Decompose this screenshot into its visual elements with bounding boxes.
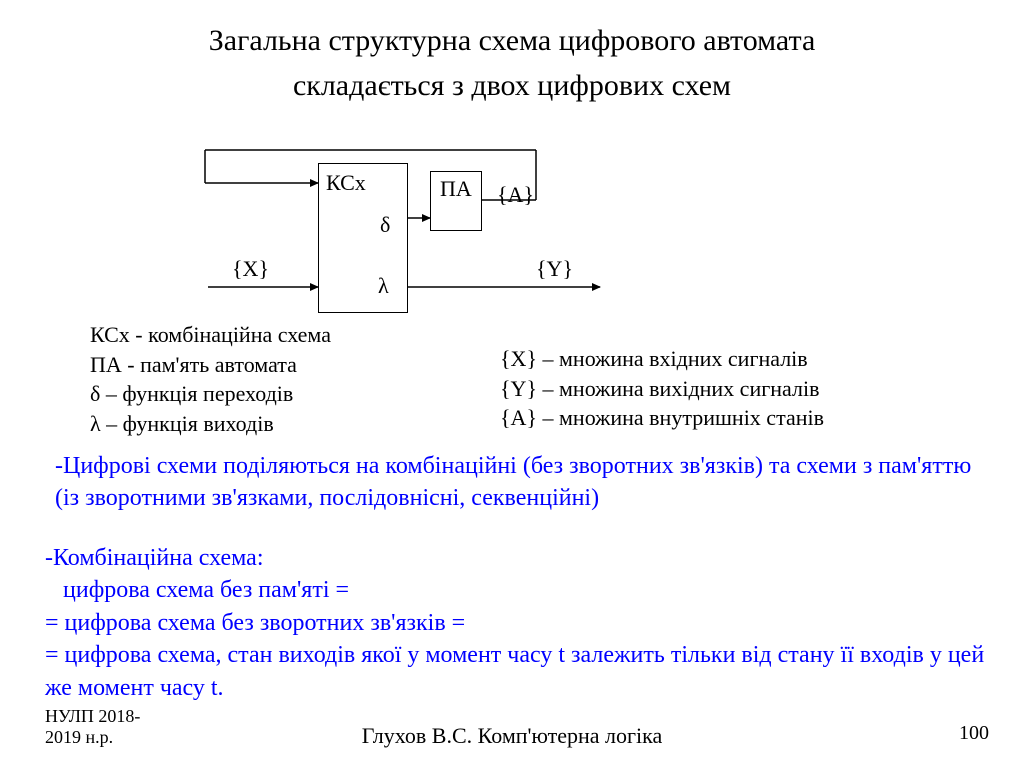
x-label: {X} — [232, 256, 269, 282]
legend-right-2: {Y} – множина вихідних сигналів — [500, 374, 824, 404]
legend-right-3: {A} – множина внутришніх станів — [500, 403, 824, 433]
blue-note-1: -Цифрові схеми поділяються на комбінацій… — [55, 450, 985, 515]
blue2-l3: = цифрова схема без зворотних зв'язків = — [45, 607, 985, 639]
title-line1: Загальна структурна схема цифрового авто… — [0, 18, 1024, 63]
footer-center: Глухов В.С. Комп'ютерна логіка — [0, 723, 1024, 749]
lambda-label: λ — [378, 273, 389, 299]
blue2-l2: цифрова схема без пам'яті = — [45, 574, 985, 606]
legend-left-4: λ – функція виходів — [90, 409, 331, 439]
delta-label: δ — [380, 212, 390, 238]
legend-right-1: {X} – множина вхідних сигналів — [500, 344, 824, 374]
pa-label: ПА — [440, 176, 472, 202]
a-label: {A} — [497, 182, 534, 208]
legend-right: {X} – множина вхідних сигналів {Y} – мно… — [500, 344, 824, 433]
blue2-l1: -Комбінаційна схема: — [45, 542, 985, 574]
blue-note-1-text: -Цифрові схеми поділяються на комбінацій… — [55, 453, 971, 511]
legend-left: КСx - комбінаційна схема ПА - пам'ять ав… — [90, 320, 331, 439]
legend-left-1: КСx - комбінаційна схема — [90, 320, 331, 350]
blue-note-2: -Комбінаційна схема: цифрова схема без п… — [45, 542, 985, 704]
legend-left-2: ПА - пам'ять автомата — [90, 350, 331, 380]
title-line2: складається з двох цифрових схем — [0, 63, 1024, 108]
ksx-label: КСx — [326, 170, 366, 196]
legend-left-3: δ – функція переходів — [90, 379, 331, 409]
y-label: {Y} — [536, 256, 573, 282]
slide-title: Загальна структурна схема цифрового авто… — [0, 0, 1024, 108]
footer-page: 100 — [959, 722, 989, 745]
blue2-l4: = цифрова схема, стан виходів якої у мом… — [45, 639, 985, 704]
